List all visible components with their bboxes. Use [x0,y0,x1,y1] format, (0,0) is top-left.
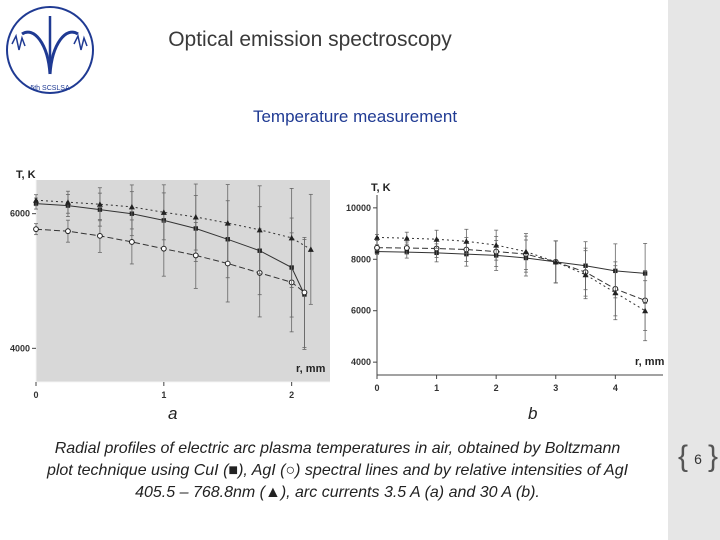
y-axis-title: T, K [16,169,36,181]
data-point-triangle [403,235,410,241]
x-tick-label: 3 [553,383,558,393]
left-bracket-icon: { [678,440,689,473]
x-tick-label: 2 [494,383,499,393]
data-point-triangle [96,201,103,207]
data-point-triangle [256,226,263,233]
slide-subtitle: Temperature measurement [252,107,458,126]
data-point-triangle [128,203,135,210]
right-bracket-icon: } [707,440,718,473]
x-axis-title: r, mm [296,363,326,375]
data-point-circle [374,244,380,251]
data-point-triangle [493,242,500,248]
series-line-triangle [376,236,646,312]
x-tick-label: 0 [33,390,38,400]
data-point-triangle [33,197,39,203]
data-point-circle [160,245,167,252]
y-axis-title: T, K [371,182,391,194]
data-point-triangle [224,220,231,226]
data-point-triangle [288,234,295,241]
x-tick-label: 1 [161,390,166,400]
slide-title: Optical emission spectroscopy [168,28,452,51]
series-line-circle [35,228,305,293]
data-point-triangle [552,258,559,265]
x-tick-label: 2 [289,390,294,400]
figure-caption: Radial profiles of electric arc plasma t… [46,440,629,501]
y-tick-label: 8000 [351,254,371,264]
data-point-triangle [433,236,440,242]
data-point-circle [33,226,39,233]
data-point-circle [97,232,103,239]
y-tick-label: 6000 [10,209,30,219]
data-point-square [374,249,380,254]
chart-panel-a: 0 1 2 4000 6000 T, K r, mm [10,169,330,400]
data-point-triangle [642,307,649,314]
series-line-square [35,203,305,295]
page-number-value: 6 [694,451,702,467]
series-line-square [376,251,646,274]
panel-label-b: b [528,404,538,423]
data-point-triangle [582,271,589,278]
page-number: { 6 } [678,442,718,476]
x-tick-label: 4 [613,383,618,393]
right-decorative-band [668,0,720,540]
data-point-triangle [522,248,529,255]
data-point-triangle [374,234,380,240]
data-point-triangle [64,199,71,205]
y-tick-label: 4000 [10,343,30,353]
data-point-triangle [192,214,199,220]
y-tick-label: 10000 [346,203,371,213]
data-point-circle [128,239,135,245]
data-point-triangle [612,289,619,296]
x-axis-title: r, mm [635,356,665,368]
y-tick-label: 4000 [351,357,371,367]
x-tick-label: 0 [374,383,379,393]
data-point-circle [403,245,410,251]
series-line-circle [376,247,646,301]
panel-label-a: a [168,404,178,423]
x-tick-label: 1 [434,383,439,393]
data-point-triangle [307,246,314,252]
conference-logo: 5th SCSLSA [6,6,94,94]
data-point-circle [192,252,199,259]
logo-text: 5th SCSLSA [30,85,70,92]
data-point-circle [65,228,71,235]
y-tick-label: 6000 [351,306,371,316]
data-point-triangle [160,209,167,215]
data-point-circle [301,289,308,296]
data-point-triangle [463,238,470,244]
plot-area-background [36,180,330,382]
